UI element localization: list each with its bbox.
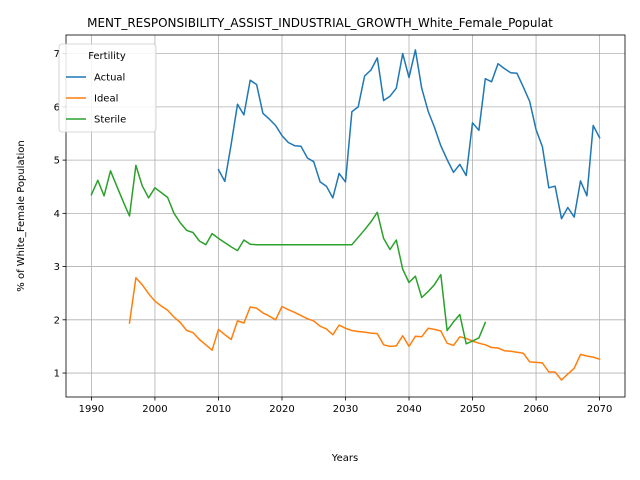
series-layer <box>90 49 601 381</box>
chart-title: MENT_RESPONSIBILITY_ASSIST_INDUSTRIAL_GR… <box>87 16 553 30</box>
y-axis-label: % of White_Female Population <box>16 140 27 291</box>
y-tick-label: 3 <box>54 262 60 273</box>
x-tick-label: 2040 <box>396 404 421 415</box>
y-tick-label: 6 <box>54 102 60 113</box>
y-tick-label: 4 <box>54 209 60 220</box>
legend-title: Fertility <box>88 51 126 62</box>
x-tick-label: 2030 <box>333 404 358 415</box>
legend-box <box>58 43 157 133</box>
x-tick-label: 2010 <box>206 404 231 415</box>
y-tick-label: 7 <box>54 49 60 60</box>
x-axis-label: Years <box>331 453 358 464</box>
legend: Fertility Actual Ideal Sterile <box>58 43 157 133</box>
x-tick-label: 2020 <box>269 404 294 415</box>
grid-lines <box>66 35 625 397</box>
x-tick-label: 2050 <box>460 404 485 415</box>
y-tick-label: 1 <box>54 369 60 380</box>
axis-ticks: 1990 2000 2010 2020 2030 2040 2050 2060 2070 1 2 3 4… <box>54 49 613 415</box>
x-tick-label: 2000 <box>142 404 167 415</box>
series-line-ideal <box>128 277 601 381</box>
legend-label-ideal: Ideal <box>94 94 118 105</box>
x-tick-label: 1990 <box>79 404 104 415</box>
y-tick-label: 5 <box>54 156 60 167</box>
x-tick-label: 2060 <box>523 404 548 415</box>
x-tick-label: 2070 <box>587 404 612 415</box>
legend-label-actual: Actual <box>94 73 125 84</box>
y-tick-label: 2 <box>54 315 60 326</box>
series-line-actual <box>217 49 601 220</box>
series-line-sterile <box>90 164 487 345</box>
legend-label-sterile: Sterile <box>94 115 126 126</box>
